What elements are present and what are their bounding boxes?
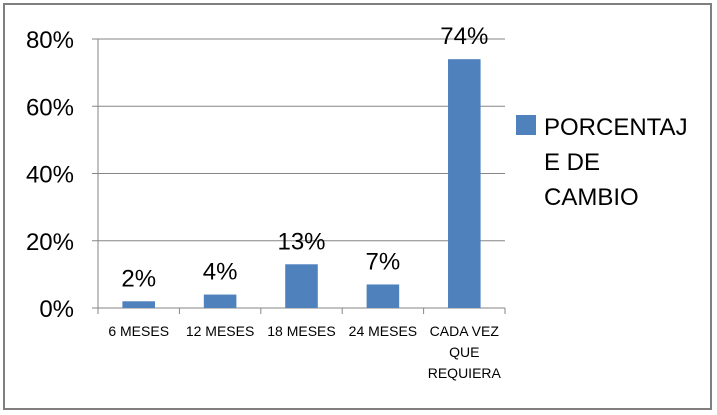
x-tick-label: 18 MESES <box>267 323 335 339</box>
legend-entry-label: CAMBIO <box>544 184 639 211</box>
x-tick-label: CADA VEZ <box>430 323 500 339</box>
y-tick-label: 40% <box>26 162 74 189</box>
data-label: 13% <box>277 228 325 255</box>
data-label: 2% <box>121 265 156 292</box>
x-tick-label: QUE <box>449 344 479 360</box>
bars <box>122 59 481 308</box>
x-tick-label: 24 MESES <box>349 323 417 339</box>
data-label: 74% <box>440 23 488 50</box>
data-label: 4% <box>203 259 238 286</box>
x-tick-label: 12 MESES <box>186 323 254 339</box>
category-labels: 6 MESES 12 MESES 18 MESES 24 MESES CADA VEZ Q… <box>108 323 501 381</box>
x-tick-label: REQUIERA <box>428 365 502 381</box>
legend: PORCENTAJ E DE CAMBIO <box>516 114 688 211</box>
x-tick-label: 6 MESES <box>108 323 169 339</box>
bar <box>285 264 318 308</box>
bar <box>203 294 237 308</box>
data-labels: 2% 4% 13% 7% 74% <box>121 23 488 292</box>
data-label: 7% <box>366 248 401 275</box>
y-tick-label: 20% <box>26 229 74 256</box>
gridlines <box>98 38 505 242</box>
legend-swatch <box>516 115 536 135</box>
y-tick-labels: 0% 20% 40% 60% 80% <box>26 27 74 323</box>
bar <box>122 301 155 308</box>
bar <box>448 59 481 308</box>
bar <box>366 284 400 308</box>
y-tick-label: 60% <box>26 94 74 121</box>
legend-entry-label: PORCENTAJ <box>544 114 688 141</box>
y-tick-label: 0% <box>39 296 74 323</box>
y-tick-label: 80% <box>26 27 74 54</box>
legend-entry-label: E DE <box>544 149 600 176</box>
chart-frame <box>3 3 712 410</box>
